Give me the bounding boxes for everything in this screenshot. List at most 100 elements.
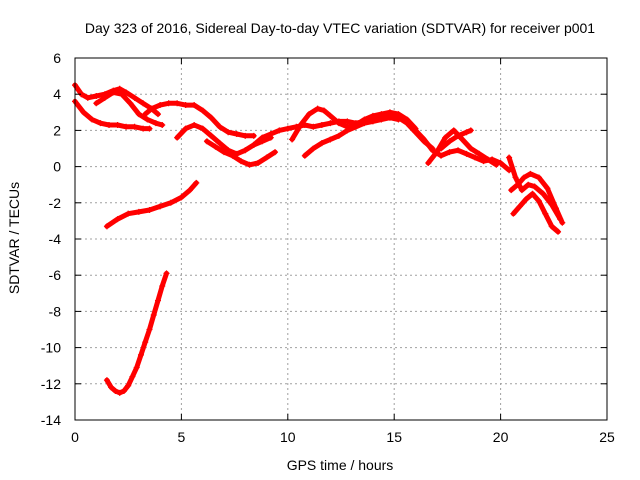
- data-point-marker: [433, 149, 440, 156]
- data-point-marker: [103, 223, 110, 230]
- data-point-marker: [114, 216, 121, 223]
- data-point-marker: [446, 149, 453, 156]
- data-point-marker: [455, 132, 462, 139]
- data-point-marker: [318, 140, 325, 147]
- data-point-marker: [220, 149, 227, 156]
- series-track-15: [508, 170, 566, 226]
- data-point-marker: [120, 388, 127, 395]
- data-point-marker: [327, 112, 334, 119]
- data-point-marker: [525, 181, 532, 188]
- data-point-marker: [420, 136, 427, 143]
- data-point-marker: [514, 181, 521, 188]
- data-point-marker: [93, 100, 100, 107]
- data-point-marker: [110, 89, 117, 96]
- data-point-marker: [182, 102, 189, 109]
- data-point-marker: [101, 94, 108, 101]
- data-point-marker: [116, 85, 123, 92]
- y-tick-label: -6: [49, 267, 62, 283]
- data-point-marker: [250, 132, 257, 139]
- y-tick-label: -10: [41, 340, 61, 356]
- series-track-2: [72, 98, 153, 132]
- data-point-marker: [242, 132, 249, 139]
- data-point-marker: [438, 145, 445, 152]
- data-point-marker: [135, 111, 142, 118]
- series-trace: [104, 270, 169, 396]
- data-point-marker: [523, 196, 530, 203]
- data-layer: [72, 82, 566, 396]
- data-point-marker: [267, 131, 274, 138]
- data-point-marker: [116, 389, 123, 396]
- series-trace: [104, 180, 199, 229]
- data-point-marker: [318, 121, 325, 128]
- data-point-marker: [508, 187, 515, 194]
- data-point-marker: [154, 297, 161, 304]
- data-point-marker: [310, 145, 317, 152]
- data-point-marker: [559, 219, 566, 226]
- data-point-marker: [144, 116, 151, 123]
- data-point-marker: [186, 187, 193, 194]
- data-point-marker: [165, 100, 172, 107]
- data-point-marker: [484, 156, 491, 163]
- data-point-marker: [314, 105, 321, 112]
- data-point-marker: [118, 91, 125, 98]
- y-tick-label: -12: [41, 376, 61, 392]
- data-point-marker: [320, 107, 327, 114]
- series-trace: [508, 171, 565, 226]
- series-track-6: [203, 138, 279, 168]
- data-point-marker: [459, 136, 466, 143]
- data-point-marker: [157, 102, 164, 109]
- data-point-marker: [510, 210, 517, 217]
- data-point-marker: [208, 114, 215, 121]
- data-point-marker: [133, 364, 140, 371]
- data-point-marker: [84, 94, 91, 101]
- data-point-marker: [272, 149, 279, 156]
- data-point-marker: [531, 183, 538, 190]
- data-point-marker: [140, 100, 147, 107]
- data-point-marker: [159, 121, 166, 128]
- data-point-marker: [255, 159, 262, 166]
- series-track-9: [301, 114, 402, 159]
- data-point-marker: [129, 373, 136, 380]
- data-point-marker: [455, 147, 462, 154]
- data-point-marker: [386, 114, 393, 121]
- data-point-marker: [123, 123, 130, 130]
- series-trace: [142, 100, 257, 139]
- data-point-marker: [467, 127, 474, 134]
- data-point-marker: [512, 174, 519, 181]
- data-point-marker: [369, 112, 376, 119]
- data-point-marker: [131, 123, 138, 130]
- series-track-4: [142, 100, 257, 139]
- data-point-marker: [142, 339, 149, 346]
- data-point-marker: [395, 116, 402, 123]
- series-track-3: [93, 89, 166, 128]
- data-point-marker: [335, 132, 342, 139]
- y-tick-label: 0: [53, 159, 61, 175]
- data-point-marker: [246, 161, 253, 168]
- data-point-marker: [395, 111, 402, 118]
- data-point-marker: [263, 154, 270, 161]
- data-point-marker: [216, 123, 223, 130]
- data-point-marker: [429, 147, 436, 154]
- data-point-marker: [140, 125, 147, 132]
- x-tick-label: 0: [71, 429, 79, 445]
- data-point-marker: [352, 123, 359, 130]
- data-point-marker: [386, 109, 393, 116]
- data-point-marker: [242, 147, 249, 154]
- data-point-marker: [555, 228, 562, 235]
- series-track-12: [438, 127, 474, 152]
- data-point-marker: [103, 377, 110, 384]
- data-point-marker: [344, 118, 351, 125]
- data-point-marker: [378, 116, 385, 123]
- data-point-marker: [450, 127, 457, 134]
- data-point-marker: [237, 158, 244, 165]
- data-point-marker: [167, 199, 174, 206]
- data-point-marker: [127, 100, 134, 107]
- data-point-marker: [159, 283, 166, 290]
- data-point-marker: [93, 93, 100, 100]
- data-point-marker: [137, 351, 144, 358]
- y-tick-label: -14: [41, 412, 61, 428]
- data-point-marker: [497, 159, 504, 166]
- x-tick-label: 5: [178, 429, 186, 445]
- data-point-marker: [89, 116, 96, 123]
